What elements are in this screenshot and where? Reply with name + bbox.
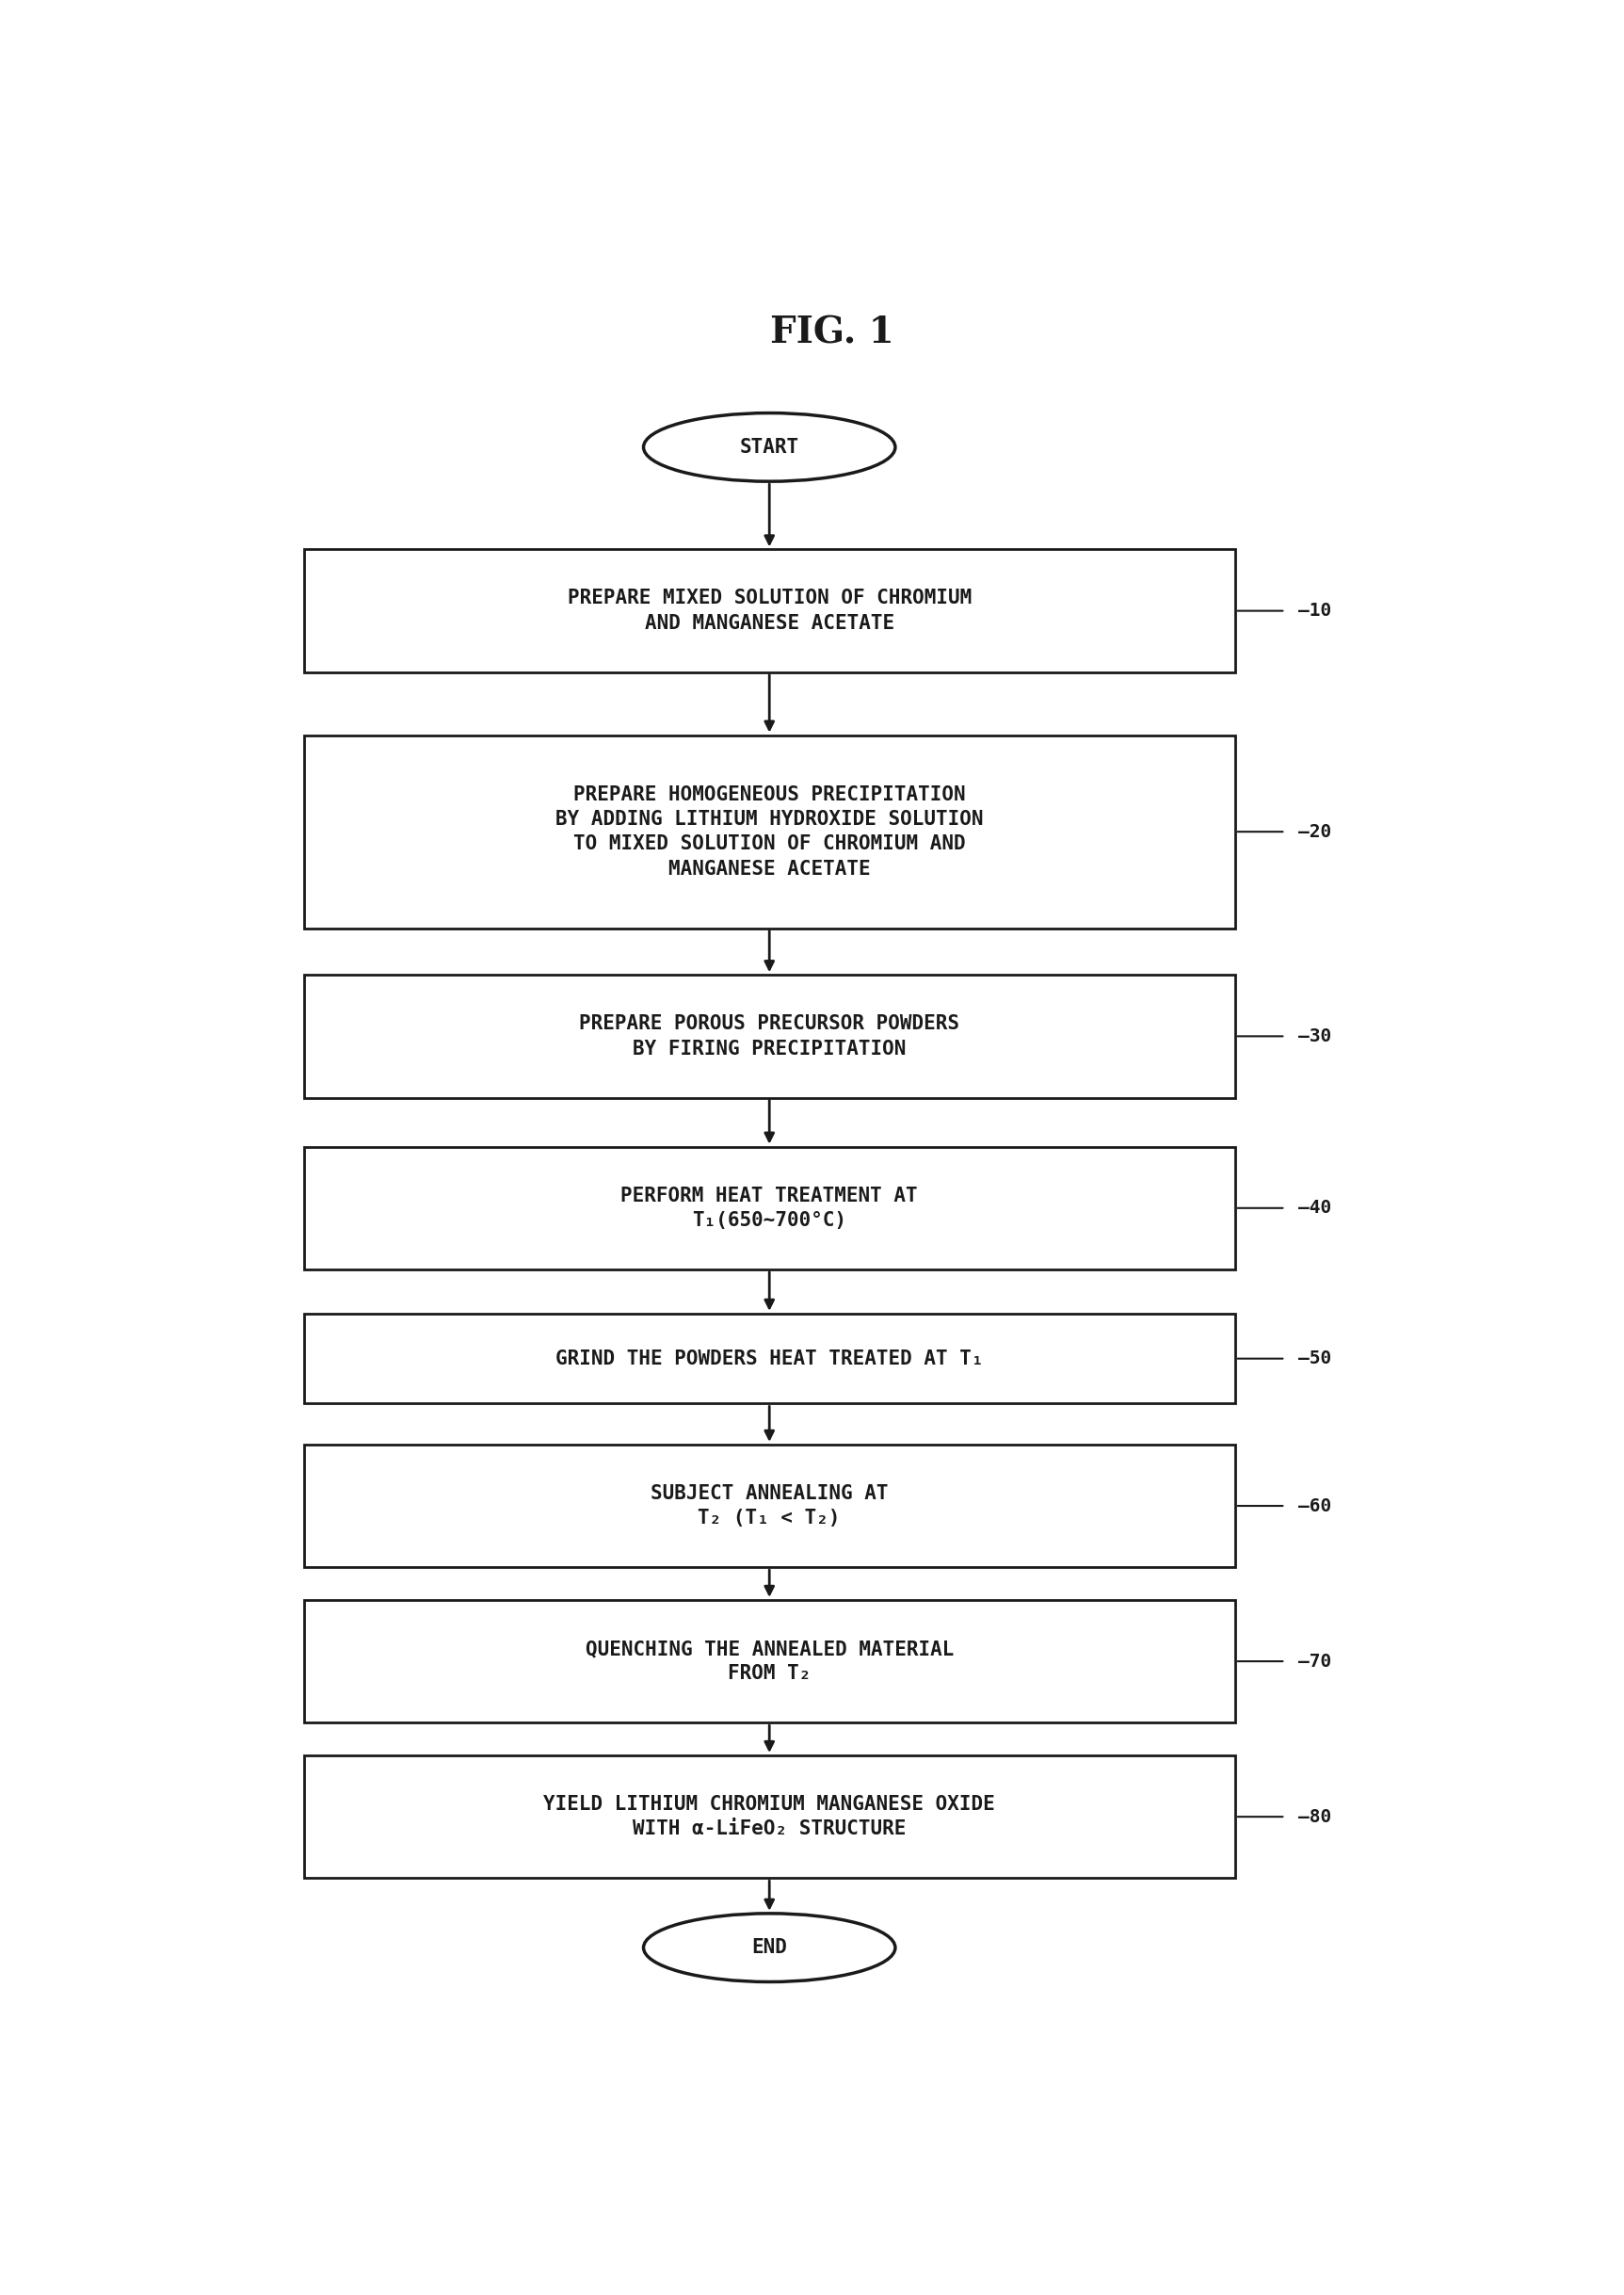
FancyBboxPatch shape (304, 975, 1234, 1097)
Text: PREPARE HOMOGENEOUS PRECIPITATION
BY ADDING LITHIUM HYDROXIDE SOLUTION
TO MIXED : PREPARE HOMOGENEOUS PRECIPITATION BY ADD… (555, 785, 983, 879)
FancyBboxPatch shape (304, 734, 1234, 927)
Ellipse shape (643, 1914, 895, 1983)
Text: END: END (752, 1939, 788, 1958)
FancyBboxPatch shape (304, 1313, 1234, 1405)
FancyBboxPatch shape (304, 1148, 1234, 1269)
Text: —70: —70 (1298, 1652, 1332, 1671)
Text: PREPARE POROUS PRECURSOR POWDERS
BY FIRING PRECIPITATION: PREPARE POROUS PRECURSOR POWDERS BY FIRI… (580, 1014, 960, 1058)
Text: PREPARE MIXED SOLUTION OF CHROMIUM
AND MANGANESE ACETATE: PREPARE MIXED SOLUTION OF CHROMIUM AND M… (567, 590, 971, 633)
Text: FIG. 1: FIG. 1 (770, 314, 895, 351)
Text: —10: —10 (1298, 601, 1332, 620)
FancyBboxPatch shape (304, 1756, 1234, 1877)
FancyBboxPatch shape (304, 1444, 1234, 1567)
Text: —20: —20 (1298, 824, 1332, 840)
Ellipse shape (643, 413, 895, 482)
Text: —40: —40 (1298, 1198, 1332, 1216)
Text: START: START (739, 438, 799, 457)
Text: —60: —60 (1298, 1496, 1332, 1515)
Text: YIELD LITHIUM CHROMIUM MANGANESE OXIDE
WITH α-LiFeO₂ STRUCTURE: YIELD LITHIUM CHROMIUM MANGANESE OXIDE W… (544, 1795, 996, 1838)
Text: QUENCHING THE ANNEALED MATERIAL
FROM T₂: QUENCHING THE ANNEALED MATERIAL FROM T₂ (585, 1639, 953, 1682)
Text: —30: —30 (1298, 1028, 1332, 1044)
Text: SUBJECT ANNEALING AT
T₂ (T₁ < T₂): SUBJECT ANNEALING AT T₂ (T₁ < T₂) (651, 1485, 888, 1528)
FancyBboxPatch shape (304, 1600, 1234, 1724)
FancyBboxPatch shape (304, 549, 1234, 672)
Text: —80: —80 (1298, 1808, 1332, 1827)
Text: —50: —50 (1298, 1349, 1332, 1368)
Text: GRIND THE POWDERS HEAT TREATED AT T₁: GRIND THE POWDERS HEAT TREATED AT T₁ (555, 1349, 983, 1368)
Text: PERFORM HEAT TREATMENT AT
T₁(650~700°C): PERFORM HEAT TREATMENT AT T₁(650~700°C) (620, 1187, 918, 1230)
